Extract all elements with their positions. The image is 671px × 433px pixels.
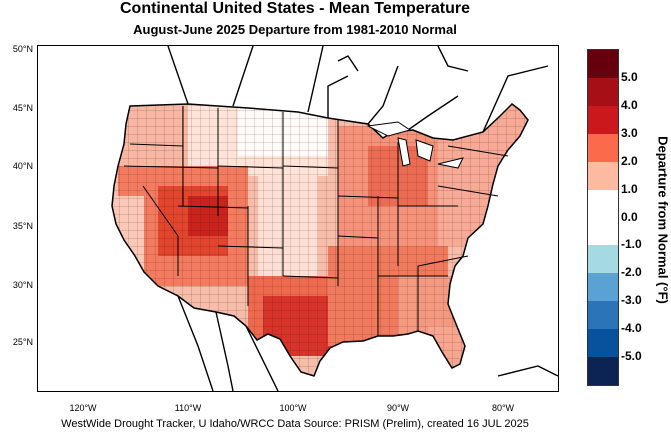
lat-label-40: 40°N [12,161,33,171]
lon-label-80w: 80°W [491,403,515,413]
legend-swatch [588,301,618,330]
legend-label: -4.0 [621,321,642,336]
legend-label: 1.0 [621,181,638,196]
legend-label: -2.0 [621,265,642,280]
lat-label-30: 30°N [12,280,33,290]
legend-swatch [588,245,618,274]
lon-label-110w: 110°W [174,403,202,413]
legend-swatch [588,217,618,246]
legend-swatch [588,105,618,134]
map-subtitle: August-June 2025 Departure from 1981-201… [133,22,457,37]
legend-label: -1.0 [621,237,642,252]
lon-label-120w: 120°W [69,403,97,413]
lat-label-25: 25°N [12,337,33,347]
temperature-departure-map [37,45,559,392]
legend-swatch [588,356,618,385]
legend-label: 3.0 [621,125,638,140]
map-canvas [111,46,558,391]
legend-label: 0.0 [621,209,638,224]
lat-label-50: 50°N [12,44,33,54]
legend-label: -5.0 [621,349,642,364]
map-title: Continental United States - Mean Tempera… [120,0,470,17]
legend-swatch [588,133,618,162]
lat-label-45: 45°N [12,103,33,113]
lat-label-35: 35°N [12,221,33,231]
legend-title: Departure from Normal (°F) [655,136,671,304]
legend-label: -3.0 [621,293,642,308]
legend-swatch [588,273,618,302]
legend-swatch [588,329,618,357]
legend-label: 5.0 [621,69,638,84]
legend-swatch [588,161,618,190]
color-legend-bar [587,49,619,386]
lon-label-100w: 100°W [279,403,307,413]
source-credit: WestWide Drought Tracker, U Idaho/WRCC D… [61,418,529,430]
legend-label: 2.0 [621,153,638,168]
legend-label: 4.0 [621,97,638,112]
legend-swatch [588,50,618,78]
legend-swatch [588,77,618,106]
legend-swatch [588,189,618,218]
lon-label-90w: 90°W [386,403,410,413]
